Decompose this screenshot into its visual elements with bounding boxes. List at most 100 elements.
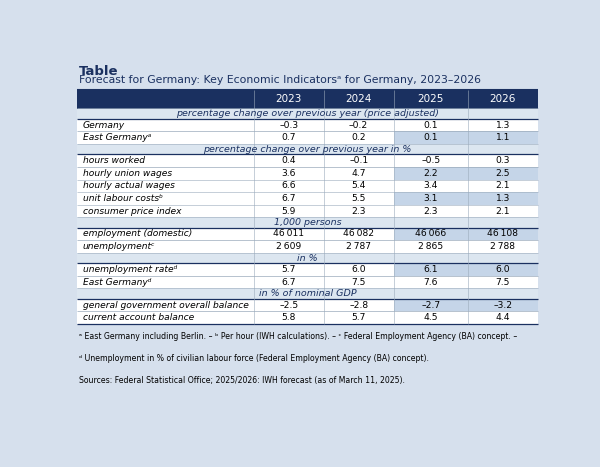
- Text: 6.0: 6.0: [352, 265, 366, 274]
- Text: 0.1: 0.1: [424, 120, 438, 130]
- Bar: [77, 217, 538, 228]
- Bar: [324, 311, 394, 324]
- Bar: [394, 228, 468, 240]
- Bar: [254, 154, 324, 167]
- Bar: [254, 119, 324, 131]
- Bar: [254, 90, 324, 108]
- Bar: [394, 119, 468, 131]
- Bar: [77, 253, 538, 263]
- Text: 6.7: 6.7: [281, 277, 296, 287]
- Bar: [77, 167, 254, 179]
- Text: 2.3: 2.3: [424, 206, 438, 216]
- Text: ᵈ Unemployment in % of civilian labour force (Federal Employment Agency (BA) con: ᵈ Unemployment in % of civilian labour f…: [79, 354, 429, 363]
- Text: –2.8: –2.8: [349, 301, 368, 310]
- Bar: [77, 179, 254, 192]
- Text: 4.5: 4.5: [424, 313, 438, 322]
- Text: hourly union wages: hourly union wages: [83, 169, 172, 178]
- Text: 2.1: 2.1: [496, 206, 510, 216]
- Bar: [324, 167, 394, 179]
- Bar: [254, 311, 324, 324]
- Text: 2 787: 2 787: [346, 242, 371, 251]
- Text: 46 108: 46 108: [487, 229, 518, 239]
- Bar: [324, 240, 394, 253]
- Bar: [468, 276, 538, 289]
- Text: 2.3: 2.3: [352, 206, 366, 216]
- Bar: [324, 263, 394, 276]
- Text: East Germanyᵃ: East Germanyᵃ: [83, 133, 151, 142]
- Bar: [324, 90, 394, 108]
- Text: hours worked: hours worked: [83, 156, 145, 165]
- Bar: [468, 192, 538, 205]
- Bar: [77, 192, 254, 205]
- Text: 46 082: 46 082: [343, 229, 374, 239]
- Text: –0.1: –0.1: [349, 156, 368, 165]
- Bar: [254, 228, 324, 240]
- Bar: [468, 299, 538, 311]
- Text: 5.9: 5.9: [282, 206, 296, 216]
- Bar: [324, 179, 394, 192]
- Bar: [468, 228, 538, 240]
- Bar: [394, 90, 468, 108]
- Text: 1.1: 1.1: [496, 133, 510, 142]
- Text: 3.1: 3.1: [424, 194, 438, 203]
- Text: 2.2: 2.2: [424, 169, 438, 178]
- Text: 6.6: 6.6: [281, 181, 296, 191]
- Bar: [468, 154, 538, 167]
- Text: 2024: 2024: [346, 94, 372, 104]
- Text: 3.6: 3.6: [281, 169, 296, 178]
- Text: –0.3: –0.3: [280, 120, 298, 130]
- Bar: [394, 311, 468, 324]
- Text: 3.4: 3.4: [424, 181, 438, 191]
- Bar: [77, 144, 538, 154]
- Text: 2026: 2026: [490, 94, 516, 104]
- Bar: [254, 299, 324, 311]
- Bar: [468, 131, 538, 144]
- Text: 0.4: 0.4: [281, 156, 296, 165]
- Bar: [394, 167, 468, 179]
- Bar: [394, 179, 468, 192]
- Bar: [77, 263, 254, 276]
- Bar: [77, 90, 538, 324]
- Bar: [324, 299, 394, 311]
- Bar: [254, 205, 324, 217]
- Text: 7.5: 7.5: [352, 277, 366, 287]
- Bar: [324, 276, 394, 289]
- Bar: [468, 179, 538, 192]
- Text: Germany: Germany: [83, 120, 125, 130]
- Bar: [254, 276, 324, 289]
- Text: 0.3: 0.3: [496, 156, 510, 165]
- Text: unemploymentᶜ: unemploymentᶜ: [83, 242, 155, 251]
- Text: 2 609: 2 609: [276, 242, 302, 251]
- Text: 2023: 2023: [276, 94, 302, 104]
- Bar: [324, 228, 394, 240]
- Bar: [468, 90, 538, 108]
- Text: 7.6: 7.6: [424, 277, 438, 287]
- Bar: [468, 263, 538, 276]
- Text: –3.2: –3.2: [493, 301, 512, 310]
- Bar: [394, 154, 468, 167]
- Text: 5.4: 5.4: [352, 181, 366, 191]
- Text: 6.7: 6.7: [281, 194, 296, 203]
- Bar: [468, 311, 538, 324]
- Text: 2.5: 2.5: [496, 169, 510, 178]
- Text: hourly actual wages: hourly actual wages: [83, 181, 175, 191]
- Text: 6.0: 6.0: [496, 265, 510, 274]
- Text: 0.2: 0.2: [352, 133, 366, 142]
- Text: East Germanyᵈ: East Germanyᵈ: [83, 277, 151, 287]
- Bar: [77, 240, 254, 253]
- Bar: [254, 179, 324, 192]
- Bar: [394, 192, 468, 205]
- Text: 2025: 2025: [418, 94, 444, 104]
- Bar: [254, 263, 324, 276]
- Text: 5.5: 5.5: [352, 194, 366, 203]
- Text: percentage change over previous year in %: percentage change over previous year in …: [203, 145, 412, 154]
- Text: 46 066: 46 066: [415, 229, 446, 239]
- Bar: [324, 119, 394, 131]
- Text: 5.8: 5.8: [282, 313, 296, 322]
- Text: general government overall balance: general government overall balance: [83, 301, 249, 310]
- Text: –2.5: –2.5: [280, 301, 298, 310]
- Text: 0.1: 0.1: [424, 133, 438, 142]
- Bar: [324, 192, 394, 205]
- Bar: [468, 167, 538, 179]
- Text: current account balance: current account balance: [83, 313, 194, 322]
